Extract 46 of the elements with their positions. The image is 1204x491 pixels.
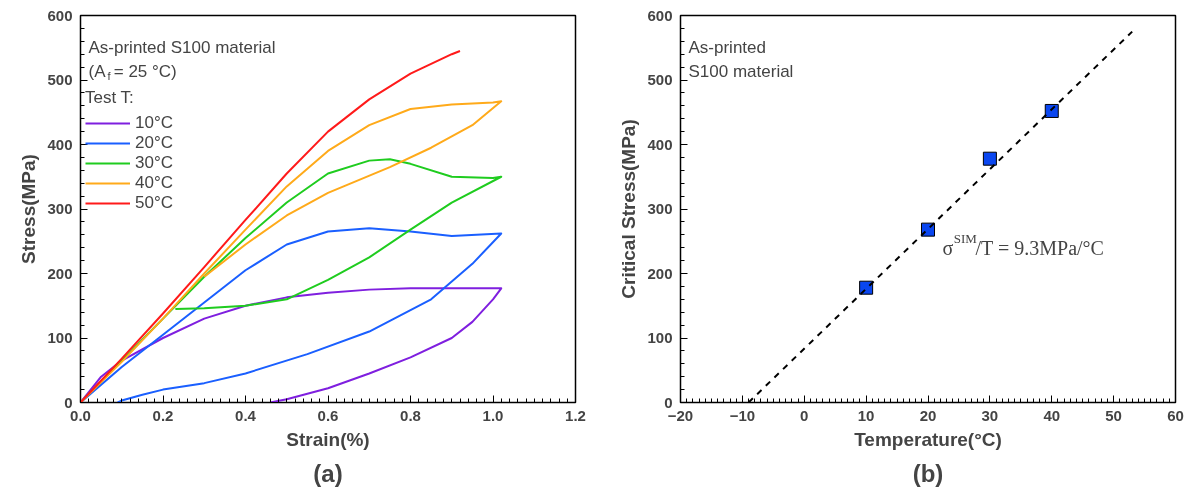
y-tick-label: 0 — [664, 393, 673, 411]
x-tick-label: 30 — [981, 406, 999, 424]
y-tick-label: 600 — [647, 6, 673, 24]
y-tick-label: 200 — [647, 264, 673, 282]
annotation: S100 material — [688, 62, 794, 81]
x-axis-title: Strain(%) — [286, 428, 370, 450]
y-tick-label: 400 — [47, 135, 73, 153]
x-axis-title: Temperature(°C) — [854, 428, 1002, 450]
line-series — [80, 287, 503, 403]
x-tick-label: 10 — [857, 406, 875, 424]
x-tick-label: 20 — [919, 406, 937, 424]
x-tick-label: 1.2 — [565, 406, 586, 424]
legend-label: 30°C — [135, 153, 173, 173]
text: (a) — [313, 459, 343, 487]
legend-title: Test T: — [85, 88, 135, 108]
x-tick-label: 1.0 — [482, 406, 504, 424]
x-tick-label: 0.2 — [152, 406, 174, 424]
y-tick-label: 100 — [647, 329, 673, 346]
x-tick-label: 60 — [1167, 406, 1184, 424]
y-tick-label: 300 — [47, 200, 73, 217]
y-tick-label: 500 — [647, 71, 673, 88]
y-tick-label: 200 — [47, 264, 73, 282]
x-tick-label: 0 — [800, 406, 809, 424]
x-tick-label: 0.0 — [70, 406, 91, 424]
legend-label: 10°C — [135, 113, 173, 133]
y-tick-label: 400 — [647, 135, 673, 153]
x-tick-label: 40 — [1043, 406, 1061, 424]
x-tick-label: 0.8 — [400, 406, 421, 424]
point — [982, 151, 997, 166]
text: (b) — [912, 459, 944, 487]
x-tick-label: 50 — [1105, 406, 1122, 424]
y-tick-label: 500 — [47, 71, 73, 88]
x-tick-label: 0.4 — [235, 406, 257, 424]
legend-label: 20°C — [135, 133, 173, 153]
annotation: As-printed — [688, 38, 766, 57]
y-tick-label: 600 — [47, 6, 73, 24]
legend-label: 40°C — [135, 173, 173, 193]
y-tick-label: 0 — [64, 393, 73, 411]
x-tick-label: −10 — [729, 406, 756, 424]
legend-label: 50°C — [135, 193, 173, 213]
y-axis-title: Stress(MPa) — [18, 154, 40, 264]
annotation: As-printed S100 material — [88, 38, 276, 57]
y-tick-label: 100 — [47, 329, 73, 346]
x-tick-label: 0.6 — [317, 406, 339, 424]
y-tick-label: 300 — [647, 200, 673, 217]
y-axis-title: Critical Stress(MPa) — [618, 119, 640, 299]
